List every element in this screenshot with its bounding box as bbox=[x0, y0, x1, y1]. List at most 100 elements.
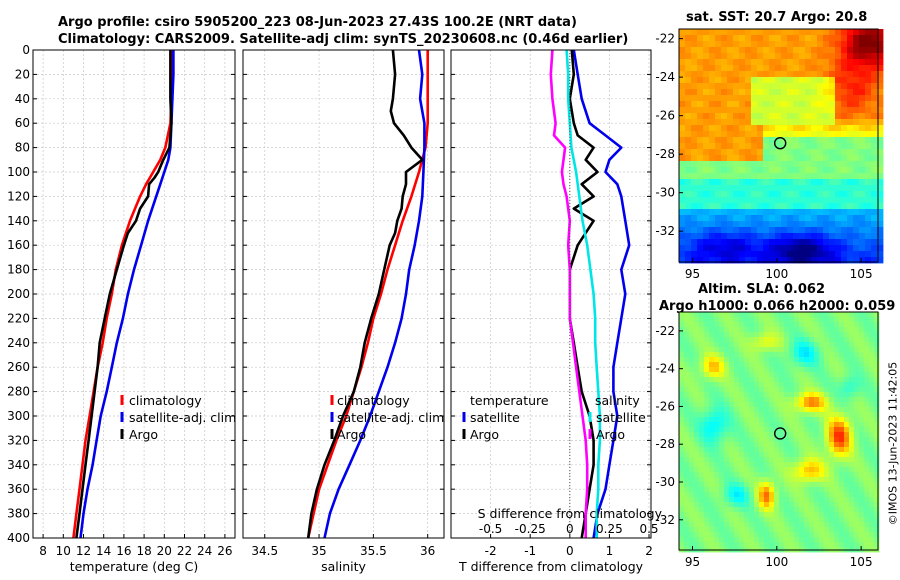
sla_map-cell bbox=[874, 442, 880, 448]
sla_map-cell bbox=[719, 327, 725, 333]
sla_map-cell bbox=[764, 322, 770, 328]
sst_map-cell bbox=[691, 107, 698, 114]
sla_map-cell bbox=[874, 517, 880, 523]
sst_map-cell bbox=[751, 221, 758, 228]
sst_map-cell bbox=[733, 113, 740, 120]
sla_map-cell bbox=[819, 337, 825, 343]
sla_map-cell bbox=[819, 402, 825, 408]
sla_map-cell bbox=[834, 367, 840, 373]
sst_map-cell bbox=[859, 107, 866, 114]
sst_map-cell bbox=[787, 119, 794, 126]
sla_map-cell bbox=[744, 382, 750, 388]
sla_map-cell bbox=[739, 537, 745, 543]
sla_map-cell bbox=[794, 482, 800, 488]
sst_map-cell bbox=[805, 77, 812, 84]
sst_map-cell bbox=[691, 167, 698, 174]
difference-s-axis-label: S difference from climatology bbox=[478, 506, 663, 521]
sst_map-cell bbox=[751, 77, 758, 84]
sst_map-cell bbox=[787, 125, 794, 132]
sst_map-cell bbox=[877, 185, 884, 192]
temperature-ytick-label: 300 bbox=[7, 409, 30, 423]
sla_map-cell bbox=[684, 392, 690, 398]
sst_map-cell bbox=[847, 101, 854, 108]
sst_map-cell bbox=[799, 35, 806, 42]
sla_map-cell bbox=[809, 467, 815, 473]
sla_map-cell bbox=[794, 487, 800, 493]
sst_map-cell bbox=[817, 215, 824, 222]
sla_map-cell bbox=[869, 367, 875, 373]
sla_map-cell bbox=[874, 372, 880, 378]
sla_map-cell bbox=[779, 352, 785, 358]
sst_map-cell bbox=[829, 71, 836, 78]
sla_map-cell bbox=[734, 352, 740, 358]
sst_map-cell bbox=[763, 137, 770, 144]
sst_map-cell bbox=[721, 59, 728, 66]
sst_map-cell bbox=[679, 125, 686, 132]
sst_map-cell bbox=[835, 209, 842, 216]
sla_map-cell bbox=[774, 457, 780, 463]
sst_map-cell bbox=[733, 197, 740, 204]
sla_map-cell bbox=[844, 392, 850, 398]
sla_map-cell bbox=[804, 352, 810, 358]
sla_map-cell bbox=[739, 317, 745, 323]
sla_map-cell bbox=[699, 367, 705, 373]
sla_map-cell bbox=[794, 342, 800, 348]
sst_map-cell bbox=[859, 71, 866, 78]
sst_map-cell bbox=[715, 137, 722, 144]
sla_map-cell bbox=[859, 342, 865, 348]
sla_map-cell bbox=[769, 332, 775, 338]
sla_map-cell bbox=[864, 452, 870, 458]
difference-legend-right-header: salinity bbox=[595, 393, 640, 408]
sla_map-cell bbox=[729, 417, 735, 423]
sst_map-cell bbox=[775, 209, 782, 216]
sla_map-cell bbox=[844, 437, 850, 443]
sst_map-cell bbox=[799, 47, 806, 54]
sla_map-cell bbox=[789, 402, 795, 408]
sla_map-cell bbox=[719, 347, 725, 353]
sst_map-cell bbox=[847, 107, 854, 114]
sla_map-cell bbox=[829, 392, 835, 398]
sla_map-cell bbox=[789, 462, 795, 468]
sla_map-cell bbox=[749, 332, 755, 338]
sla_map-cell bbox=[704, 457, 710, 463]
sla_map-cell bbox=[729, 372, 735, 378]
sla_map-cell bbox=[704, 402, 710, 408]
sla_map-cell bbox=[809, 327, 815, 333]
sst_map-cell bbox=[859, 101, 866, 108]
sst_map-cell bbox=[793, 29, 800, 36]
sst_map-cell bbox=[829, 245, 836, 252]
sla_map-cell bbox=[804, 422, 810, 428]
sst_map-cell bbox=[811, 239, 818, 246]
sla_map-cell bbox=[724, 312, 730, 318]
sla_map-cell bbox=[844, 482, 850, 488]
sla_map-cell bbox=[769, 397, 775, 403]
sla_map-cell bbox=[699, 472, 705, 478]
sla_map-cell bbox=[824, 407, 830, 413]
sst_map-cell bbox=[679, 77, 686, 84]
sla_map-cell bbox=[699, 387, 705, 393]
sla_map-cell bbox=[689, 407, 695, 413]
sla_map-cell bbox=[724, 502, 730, 508]
sla_map-cell bbox=[754, 527, 760, 533]
sla_map-cell bbox=[874, 312, 880, 318]
sst_map-cell bbox=[817, 197, 824, 204]
sst_map-cell bbox=[685, 101, 692, 108]
sst_map-cell bbox=[703, 227, 710, 234]
sla_map-cell bbox=[844, 332, 850, 338]
sst_map-cell bbox=[739, 71, 746, 78]
sla_map-cell bbox=[794, 477, 800, 483]
sla_map-cell bbox=[819, 382, 825, 388]
sla_map-cell bbox=[844, 407, 850, 413]
sst_map-cell bbox=[679, 233, 686, 240]
sla_map-cell bbox=[749, 542, 755, 548]
sla_map-cell bbox=[764, 477, 770, 483]
sla_map-cell bbox=[744, 327, 750, 333]
sst_map-cell bbox=[793, 107, 800, 114]
sla_map-cell bbox=[679, 452, 685, 458]
sst_map-cell bbox=[721, 95, 728, 102]
sla_map-cell bbox=[874, 527, 880, 533]
sla_map-cell bbox=[859, 472, 865, 478]
sla_map-cell bbox=[869, 417, 875, 423]
sla_map-cell bbox=[739, 492, 745, 498]
sla_map-cell bbox=[699, 492, 705, 498]
